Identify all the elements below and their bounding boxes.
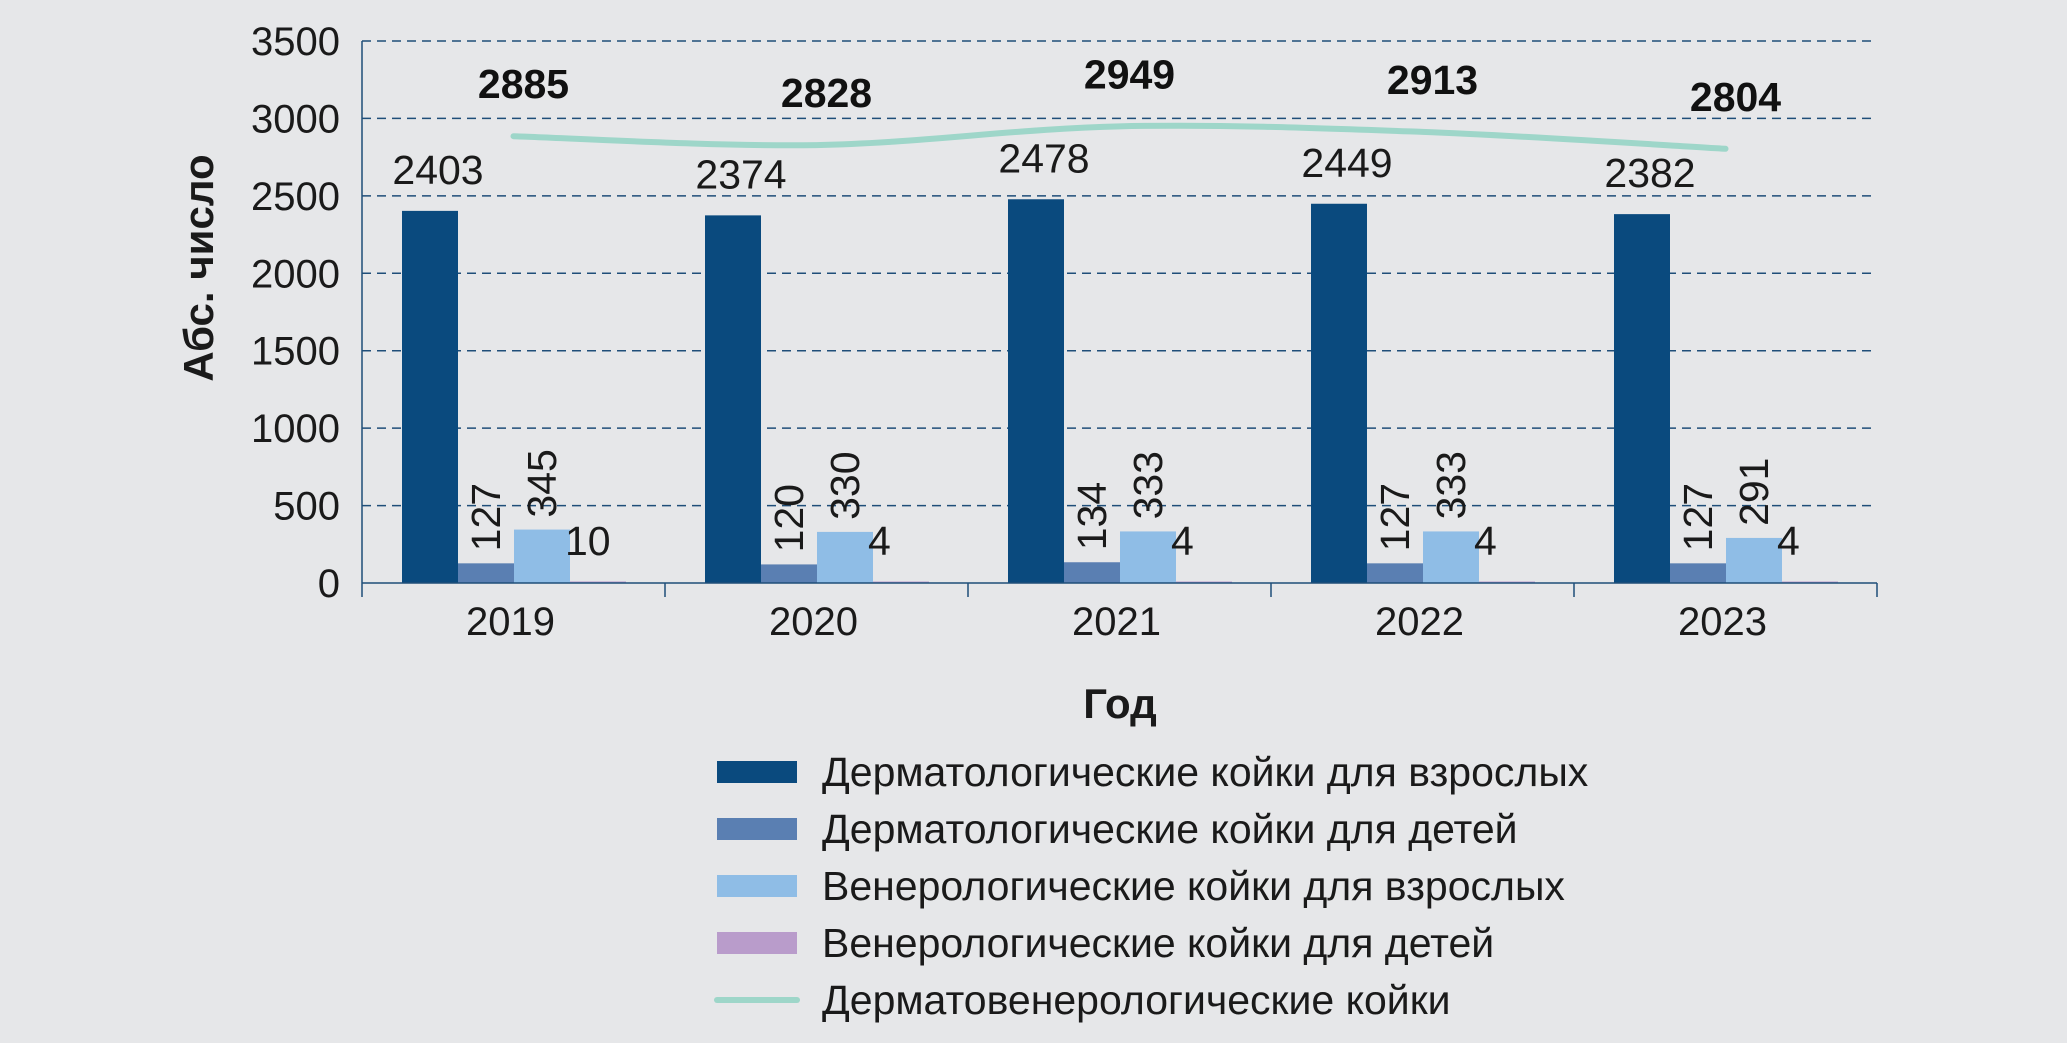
bars [402,199,1838,583]
data-label: 2449 [1301,140,1392,186]
data-label: 4 [868,518,891,564]
y-tick-label: 1000 [251,407,340,451]
data-label: 4 [1474,518,1497,564]
bar [1008,199,1064,583]
data-label: 127 [463,483,509,551]
legend-swatch [717,761,797,783]
legend-swatch [717,818,797,840]
data-label: 333 [1125,451,1171,519]
y-tick-label: 3500 [251,20,340,64]
bar [1614,214,1670,583]
bar [817,531,873,583]
legend-swatch [717,875,797,897]
x-tick-label: 2021 [1072,600,1161,644]
bar [1726,537,1782,583]
bar [1120,531,1176,583]
data-label: 134 [1069,482,1115,550]
total-label: 2885 [478,61,569,107]
legend-label: Венерологические койки для взрослых [822,863,1565,909]
total-label: 2828 [781,70,872,116]
bar [570,581,626,583]
y-tick-label: 1500 [251,330,340,374]
x-tick-label: 2022 [1375,600,1464,644]
data-label: 120 [766,484,812,552]
bar [1064,562,1120,583]
legend: Дерматологические койки для взрослых Дерм… [714,749,1589,1023]
x-axis-title: Год [1083,680,1156,727]
legend-label: Венерологические койки для детей [822,920,1494,966]
data-label: 4 [1777,518,1800,564]
y-tick-label: 3000 [251,97,340,141]
data-label: 127 [1675,483,1721,551]
data-label: 291 [1731,458,1777,526]
bar [1367,563,1423,583]
legend-swatch [717,932,797,954]
bar [761,564,817,583]
bar [514,529,570,583]
x-tick-label: 2020 [769,600,858,644]
y-tick-label: 2500 [251,175,340,219]
bar [1670,563,1726,583]
bar [705,215,761,583]
y-tick-label: 0 [318,562,340,606]
y-tick-label: 2000 [251,252,340,296]
total-label: 2804 [1690,74,1781,120]
bar [1311,203,1367,583]
data-label: 2403 [392,147,483,193]
legend-label: Дерматовенерологические койки [822,977,1451,1023]
total-label: 2949 [1084,51,1175,97]
x-tick-label: 2023 [1678,600,1767,644]
bar [402,210,458,583]
total-line [510,122,1729,152]
data-label: 2478 [998,135,1089,181]
total-label: 2913 [1387,57,1478,103]
bar [1423,531,1479,583]
data-label: 10 [565,518,611,564]
y-axis-ticks: 0 500 1000 1500 2000 2500 3000 3500 [251,20,363,606]
x-tick-label: 2019 [466,600,555,644]
legend-label: Дерматологические койки для детей [822,806,1518,852]
data-label: 330 [822,451,868,519]
x-axis: 2019 2020 2021 2022 2023 [361,582,1878,644]
data-label: 127 [1372,483,1418,551]
y-axis-title: Абс. число [175,154,222,381]
data-label: 2374 [695,151,786,197]
data-label: 2382 [1604,150,1695,196]
data-label: 345 [519,449,565,517]
bar [458,563,514,583]
legend-label: Дерматологические койки для взрослых [822,749,1589,795]
y-tick-label: 500 [273,485,340,529]
total-line-path [510,122,1729,152]
data-label: 333 [1428,451,1474,519]
data-label: 4 [1171,518,1194,564]
